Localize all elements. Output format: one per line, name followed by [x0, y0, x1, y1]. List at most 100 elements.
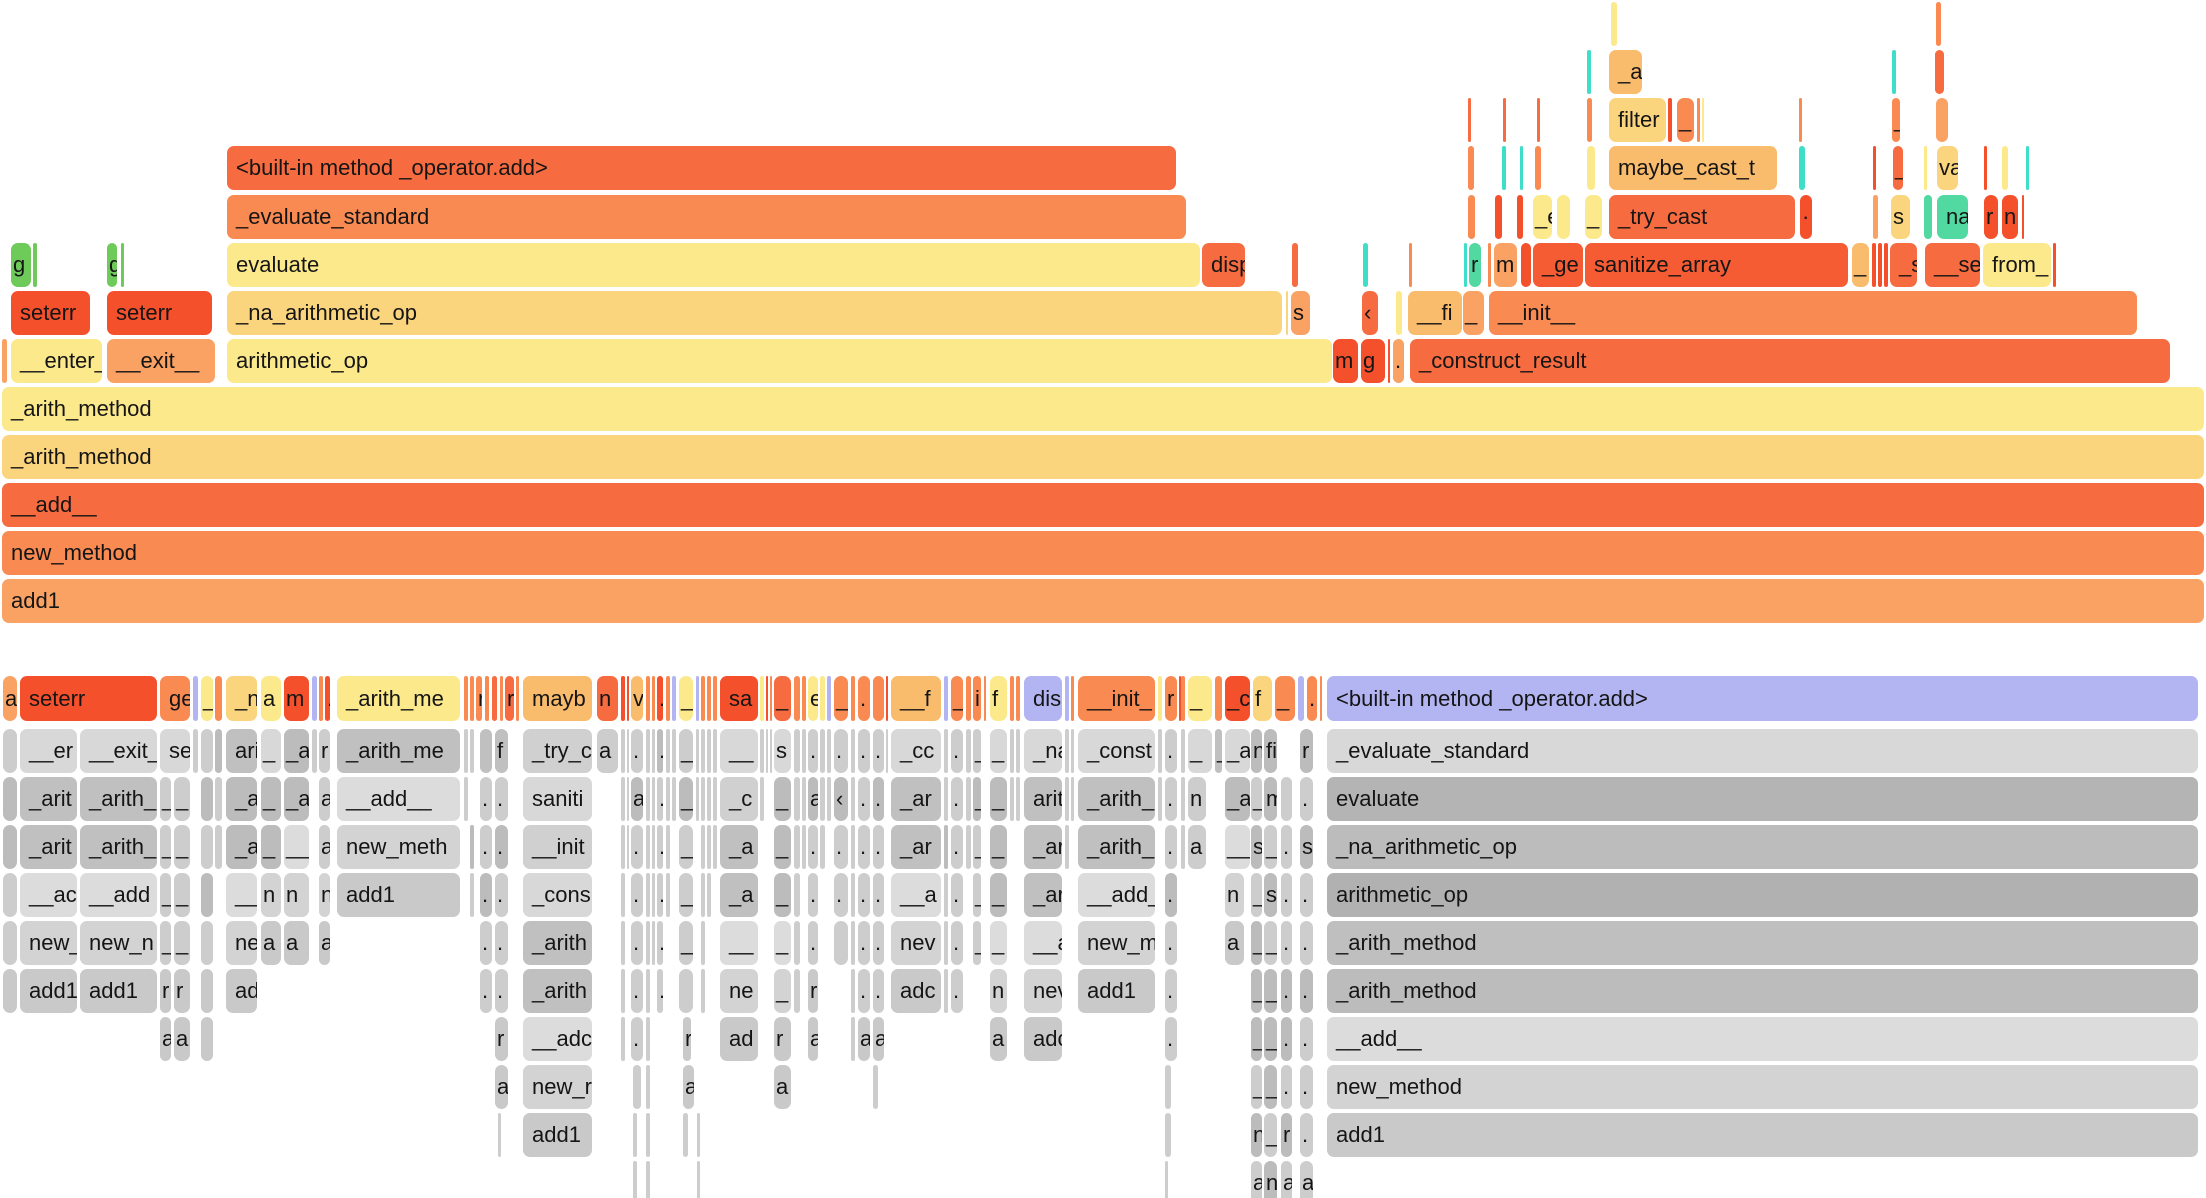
frame-bar[interactable] [984, 676, 986, 721]
caller-cell[interactable]: _ [160, 825, 171, 869]
caller-cell[interactable]: __ [1225, 825, 1250, 869]
frame-bar[interactable] [2026, 146, 2029, 190]
caller-cell[interactable]: _ [261, 825, 281, 869]
caller-cell[interactable] [621, 969, 625, 1013]
caller-cell[interactable]: _ [990, 873, 1007, 917]
caller-cell[interactable]: _ [1264, 1113, 1277, 1157]
caller-cell[interactable] [627, 825, 629, 869]
frame-bar[interactable] [1396, 291, 1402, 335]
caller-cell[interactable]: n [1188, 777, 1206, 821]
caller-cell[interactable]: a [808, 1017, 818, 1061]
caller-cell[interactable]: . [631, 969, 643, 1013]
caller-cell[interactable]: n [1264, 1161, 1277, 1198]
caller-cell[interactable]: m [1264, 777, 1277, 821]
caller-cell[interactable]: ad [226, 969, 257, 1013]
caller-cell[interactable]: _ [1215, 729, 1222, 773]
frame-bar[interactable]: r [1984, 195, 1998, 239]
frame-bar[interactable]: <built-in method _operator.add> [227, 146, 1176, 190]
caller-cell[interactable] [1181, 825, 1185, 869]
caller-cell[interactable]: . [1165, 1017, 1177, 1061]
frame-bar[interactable] [794, 676, 800, 721]
caller-cell[interactable]: __ [720, 921, 758, 965]
frame-bar[interactable]: n [597, 676, 618, 721]
frame-bar[interactable] [1521, 243, 1531, 287]
caller-cell[interactable]: _ [990, 825, 1007, 869]
caller-cell[interactable]: _ [679, 825, 693, 869]
frame-bar[interactable] [1016, 676, 1020, 721]
caller-cell[interactable] [666, 729, 670, 773]
caller-cell[interactable]: r [495, 1017, 508, 1061]
caller-cell[interactable]: . [944, 969, 948, 1013]
frame-bar[interactable]: m [1494, 243, 1517, 287]
frame-bar[interactable] [1468, 98, 1471, 142]
caller-cell[interactable]: . [834, 825, 848, 869]
caller-cell[interactable]: . [657, 825, 663, 869]
frame-bar[interactable] [1495, 195, 1502, 239]
frame-bar[interactable] [851, 676, 855, 721]
frame-bar[interactable] [1924, 146, 1927, 190]
frame-bar[interactable]: _n [226, 676, 257, 721]
frame-bar[interactable]: _ [1463, 291, 1484, 335]
caller-cell[interactable]: n [1251, 1113, 1262, 1157]
frame-bar[interactable]: . [858, 676, 870, 721]
caller-cell[interactable]: . [808, 825, 818, 869]
caller-cell[interactable] [851, 825, 855, 869]
caller-cell[interactable]: . [951, 777, 963, 821]
caller-cell[interactable] [851, 921, 855, 965]
frame-bar[interactable]: _a [1609, 50, 1642, 94]
caller-cell[interactable] [3, 777, 17, 821]
frame-bar[interactable] [33, 243, 37, 287]
frame-bar[interactable]: a [261, 676, 281, 721]
caller-cell[interactable]: a [808, 777, 818, 821]
caller-cell[interactable]: fi [1264, 729, 1277, 773]
frame-bar[interactable]: __enter_ [11, 339, 102, 383]
caller-cell[interactable]: __a [1024, 921, 1062, 965]
frame-bar[interactable] [966, 676, 971, 721]
caller-cell[interactable]: n [319, 873, 330, 917]
caller-cell[interactable]: a [774, 1065, 791, 1109]
caller-cell[interactable] [1165, 1161, 1168, 1198]
caller-cell[interactable]: . [951, 969, 963, 1013]
caller-cell[interactable]: __add_ [1078, 873, 1155, 917]
frame-bar[interactable]: _ [201, 676, 213, 721]
caller-cell[interactable] [770, 729, 772, 773]
caller-cell[interactable]: . [873, 873, 884, 917]
caller-cell[interactable]: _ [679, 921, 693, 965]
caller-cell[interactable]: . [808, 729, 818, 773]
caller-cell[interactable]: . [858, 825, 870, 869]
frame-bar[interactable]: __exit__ [107, 339, 215, 383]
caller-cell[interactable]: _a [720, 873, 758, 917]
caller-cell[interactable]: a [160, 1017, 171, 1061]
frame-bar[interactable]: _arith_method [2, 387, 2204, 431]
frame-bar[interactable]: seterr [11, 291, 90, 335]
caller-cell[interactable] [802, 825, 806, 869]
caller-cell[interactable] [827, 729, 831, 773]
frame-bar[interactable]: a [3, 676, 17, 721]
caller-cell[interactable]: . [858, 873, 870, 917]
caller-cell[interactable] [627, 729, 629, 773]
caller-cell[interactable] [696, 777, 699, 821]
caller-cell[interactable] [312, 729, 317, 773]
caller-cell[interactable]: adc [891, 969, 941, 1013]
frame-bar[interactable]: m [1333, 339, 1358, 383]
caller-cell[interactable] [621, 729, 625, 773]
caller-cell[interactable]: _ [261, 777, 281, 821]
caller-cell[interactable] [827, 777, 831, 821]
caller-cell[interactable]: . [1300, 969, 1313, 1013]
caller-cell[interactable]: _a [1225, 729, 1250, 773]
caller-cell[interactable]: . [1300, 873, 1313, 917]
frame-bar[interactable] [1799, 98, 1802, 142]
caller-cell[interactable]: _arith_ [80, 777, 157, 821]
caller-cell[interactable]: _ [1264, 1065, 1277, 1109]
frame-bar[interactable] [1502, 146, 1506, 190]
frame-bar[interactable] [1935, 50, 1944, 94]
caller-cell[interactable]: a [261, 921, 281, 965]
frame-bar[interactable]: evaluate [227, 243, 1200, 287]
caller-cell[interactable] [1165, 1065, 1171, 1109]
caller-cell[interactable]: n [261, 873, 281, 917]
caller-cell[interactable]: new_meth [337, 825, 460, 869]
frame-bar[interactable]: seterr [107, 291, 212, 335]
frame-bar[interactable]: filter [1609, 98, 1666, 142]
caller-cell[interactable]: r [1300, 729, 1313, 773]
frame-bar[interactable] [1799, 146, 1805, 190]
